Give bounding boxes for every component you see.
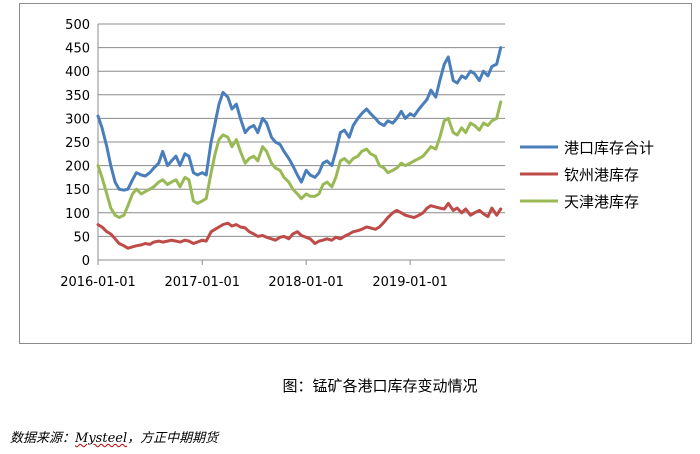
y-tick-labels: 0 50 100 150 200 250 300 350 400 450 500 [65,18,90,269]
y-tick-label: 300 [65,112,90,127]
caption-text: 图：锰矿各港口库存变动情况 [282,377,478,395]
gridlines [98,23,505,237]
y-tick-label: 150 [65,183,90,198]
figure-caption: 图：锰矿各港口库存变动情况 [0,375,700,396]
y-tick-label: 0 [82,254,90,269]
line-chart: 0 50 100 150 200 250 300 350 400 450 500 2016-01-0… [60,18,654,290]
y-tick-label: 500 [65,18,90,33]
data-source-note: 数据来源：Mysteel，方正中期期货 [10,427,218,446]
x-tick-labels: 2016-01-01 2017-01-01 2018-01-01 2019-01-01 [60,275,448,290]
x-tick-label: 2019-01-01 [372,275,448,290]
y-tick-label: 100 [65,207,90,222]
legend-label: 天津港库存 [564,193,639,211]
source-suffix: ，方正中期期货 [127,431,219,446]
y-tick-label: 400 [65,65,90,80]
y-tick-label: 200 [65,160,90,175]
y-tick-label: 250 [65,136,90,151]
source-prefix: 数据来源： [10,431,76,446]
y-tick-label: 350 [65,89,90,104]
y-tick-label: 50 [73,230,90,245]
x-tick-label: 2017-01-01 [164,275,240,290]
series-line-1 [96,46,503,192]
x-tick-label: 2018-01-01 [268,275,344,290]
legend-label: 港口库存合计 [564,139,654,157]
series-lines [96,46,503,250]
x-tick-label: 2016-01-01 [60,275,136,290]
source-name: Mysteel [75,431,128,446]
series-line-3 [96,100,503,219]
legend-label: 钦州港库存 [564,166,639,184]
axes [97,24,505,265]
series-line-2 [96,201,503,250]
chart-frame: 0 50 100 150 200 250 300 350 400 450 500 2016-01-0… [19,3,692,344]
y-tick-label: 450 [65,42,90,57]
